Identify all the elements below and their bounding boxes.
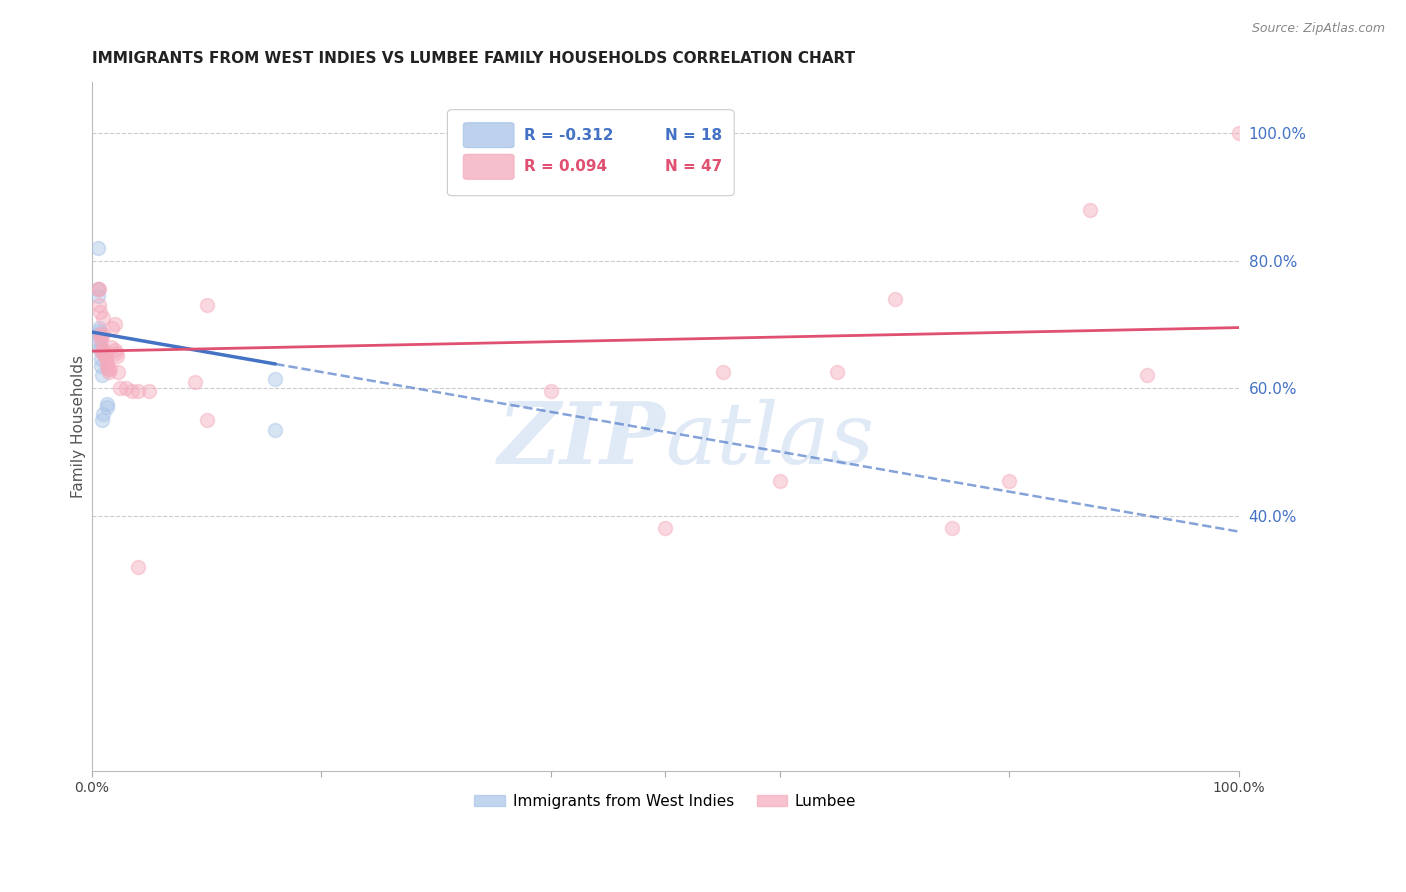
Point — [711, 365, 734, 379]
Point — [827, 365, 849, 379]
Point — [90, 352, 112, 367]
Point — [100, 340, 122, 354]
Point — [91, 368, 114, 383]
Point — [264, 423, 287, 437]
Point — [998, 474, 1021, 488]
Point — [195, 298, 218, 312]
Point — [264, 371, 287, 385]
Point — [90, 330, 112, 344]
Text: IMMIGRANTS FROM WEST INDIES VS LUMBEE FAMILY HOUSEHOLDS CORRELATION CHART: IMMIGRANTS FROM WEST INDIES VS LUMBEE FA… — [91, 51, 855, 66]
Point — [93, 346, 115, 360]
Text: N = 18: N = 18 — [665, 128, 723, 143]
Point — [540, 384, 562, 399]
Point — [89, 343, 111, 357]
Legend: Immigrants from West Indies, Lumbee: Immigrants from West Indies, Lumbee — [468, 788, 862, 814]
Point — [1227, 126, 1250, 140]
Point — [127, 384, 149, 399]
Point — [94, 349, 117, 363]
Point — [91, 326, 114, 341]
Point — [87, 298, 110, 312]
Text: Source: ZipAtlas.com: Source: ZipAtlas.com — [1251, 22, 1385, 36]
Point — [96, 401, 118, 415]
Point — [104, 318, 127, 332]
Point — [86, 282, 108, 296]
Point — [87, 320, 110, 334]
Point — [89, 326, 111, 341]
FancyBboxPatch shape — [464, 123, 515, 147]
Point — [96, 397, 118, 411]
Point — [86, 282, 108, 296]
Point — [195, 413, 218, 427]
Y-axis label: Family Households: Family Households — [72, 355, 86, 498]
Point — [1136, 368, 1159, 383]
Point — [89, 304, 111, 318]
Point — [91, 413, 114, 427]
Point — [90, 334, 112, 348]
Text: R = 0.094: R = 0.094 — [524, 160, 607, 174]
Point — [98, 365, 121, 379]
Point — [91, 346, 114, 360]
Point — [127, 559, 149, 574]
Point — [769, 474, 792, 488]
Text: atlas: atlas — [665, 399, 875, 482]
Point — [121, 384, 143, 399]
Point — [89, 340, 111, 354]
Point — [883, 292, 905, 306]
Point — [91, 407, 114, 421]
Point — [101, 320, 124, 334]
Point — [184, 375, 207, 389]
Point — [1078, 202, 1101, 217]
Point — [98, 362, 121, 376]
Point — [93, 343, 115, 357]
Point — [107, 365, 129, 379]
Point — [90, 359, 112, 373]
Point — [94, 352, 117, 367]
Point — [86, 289, 108, 303]
Point — [104, 346, 127, 360]
Point — [91, 343, 114, 357]
Point — [105, 349, 128, 363]
Text: R = -0.312: R = -0.312 — [524, 128, 614, 143]
Text: ZIP: ZIP — [498, 399, 665, 482]
Point — [87, 282, 110, 296]
Point — [96, 356, 118, 370]
Point — [104, 343, 127, 357]
FancyBboxPatch shape — [447, 110, 734, 195]
Point — [86, 241, 108, 255]
Point — [87, 324, 110, 338]
Point — [91, 311, 114, 326]
Point — [87, 334, 110, 348]
Point — [654, 521, 676, 535]
FancyBboxPatch shape — [464, 154, 515, 179]
Text: N = 47: N = 47 — [665, 160, 723, 174]
Point — [138, 384, 160, 399]
Point — [97, 362, 120, 376]
Point — [941, 521, 963, 535]
Point — [96, 359, 118, 373]
Point — [87, 326, 110, 341]
Point — [115, 381, 138, 395]
Point — [110, 381, 132, 395]
